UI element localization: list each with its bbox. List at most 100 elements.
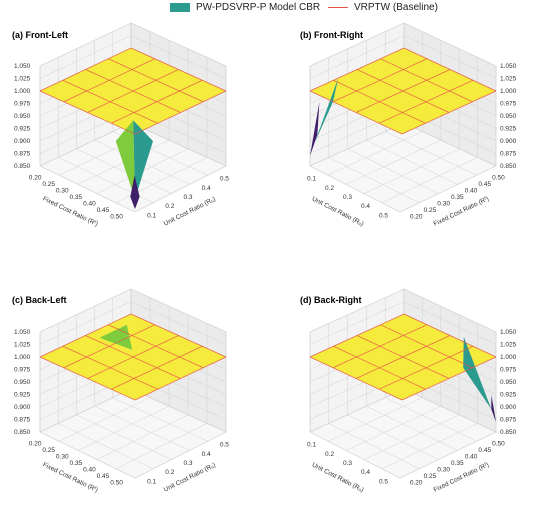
floor-gridline [39, 165, 136, 213]
y-tick-label: 0.25 [424, 207, 437, 214]
floor-gridline [403, 122, 497, 167]
floor-gridline [328, 423, 420, 470]
floor-gridline [112, 397, 208, 442]
baseline-line [333, 79, 426, 124]
baseline-line [309, 356, 403, 401]
x-tick-label: 0.2 [165, 203, 174, 210]
baseline-line [111, 79, 203, 124]
floor-gridline [309, 122, 405, 167]
z-tick-label: 1.025 [14, 76, 31, 83]
z-tick-label: 0.925 [14, 392, 31, 399]
panel-title: (c) Back-Left [12, 295, 67, 305]
panel-4: (d) Back-Right 0.850 0.875 0.900 0.925 0.950 0… [300, 288, 517, 494]
y-tick-label: 0.50 [492, 440, 505, 447]
baseline-line [87, 335, 179, 379]
y-tick-label: 0.50 [492, 174, 505, 181]
z-tick-label: 0.900 [14, 404, 31, 411]
x-tick-label: 0.3 [343, 194, 352, 201]
baseline-line [355, 335, 451, 379]
z-tick-label: 0.950 [500, 113, 517, 120]
z-tick-label: 1.025 [14, 342, 31, 349]
panel-3: (c) Back-Left 0.850 0.875 0.900 0.925 0.950 0.… [12, 288, 229, 494]
floor-gridline [309, 431, 401, 479]
z-tick-label: 0.975 [14, 367, 31, 374]
x-tick-label: 0.5 [379, 212, 388, 219]
y-tick-label: 0.35 [70, 194, 83, 201]
floor-gridline [134, 431, 227, 479]
floor-gridline [77, 405, 170, 451]
model-surface-dip [130, 175, 140, 209]
z-tick-label: 1.050 [500, 63, 517, 70]
x-tick-label: 0.3 [343, 460, 352, 467]
z-tick-label: 0.925 [500, 126, 517, 133]
baseline-line [39, 90, 136, 135]
y-tick-label: 0.25 [42, 447, 55, 454]
x-tick-label: 0.5 [220, 442, 229, 449]
x-tick-label: 0.4 [361, 469, 370, 476]
floor-gridline [327, 397, 423, 442]
baseline-line [378, 345, 474, 390]
panel-title: (a) Front-Left [12, 30, 68, 40]
x-tick-label: 0.2 [325, 451, 334, 458]
x-tick-label: 0.5 [220, 176, 229, 183]
floor-gridline [76, 414, 172, 460]
floor-gridline [130, 122, 227, 167]
y-tick-label: 0.30 [437, 467, 450, 474]
baseline-line [62, 345, 158, 390]
y-tick-label: 0.45 [97, 473, 110, 480]
legend-baseline-label: VRPTW (Baseline) [354, 2, 438, 13]
legend-model-label: PW-PDSVRP-P Model CBR [196, 2, 321, 13]
floor-gridline [363, 148, 460, 194]
floor-gridline [134, 165, 227, 213]
z-tick-label: 0.950 [500, 379, 517, 386]
z-tick-label: 0.875 [500, 151, 517, 158]
z-tick-label: 0.850 [500, 429, 517, 436]
baseline-line [134, 90, 227, 135]
floor-gridline [345, 405, 441, 451]
floor-gridline [366, 405, 458, 451]
legend-item-baseline: VRPTW (Baseline) [328, 2, 438, 13]
x-tick-label: 0.4 [202, 185, 211, 192]
legend: PW-PDSVRP-P Model CBR VRPTW (Baseline) [0, 0, 550, 16]
baseline-line [333, 345, 426, 390]
floor-gridline [399, 165, 497, 213]
z-tick-label: 1.000 [14, 354, 31, 361]
y-tick-label: 0.45 [478, 181, 491, 188]
y-tick-label: 0.50 [110, 480, 123, 487]
z-tick-label: 1.025 [500, 76, 517, 83]
z-tick-label: 1.050 [14, 329, 31, 336]
x-tick-label: 0.1 [147, 212, 156, 219]
x-axis-label: Unit Cost Ratio (Rᵤ) [311, 462, 365, 494]
y-tick-label: 0.40 [465, 453, 478, 460]
model-surface-dip [310, 101, 320, 156]
floor-gridline [381, 423, 478, 470]
floor-gridline [328, 157, 420, 204]
baseline-line [39, 356, 136, 401]
baseline-line [355, 69, 451, 113]
legend-item-model: PW-PDSVRP-P Model CBR [170, 2, 320, 13]
z-tick-label: 1.000 [500, 354, 517, 361]
floor-gridline [385, 397, 477, 442]
floor-gridline [381, 157, 478, 204]
x-axis-label: Unit Cost Ratio (Rᵤ) [311, 196, 365, 228]
model-surface-dip [314, 78, 339, 144]
floor-gridline [309, 388, 405, 433]
z-tick-label: 0.875 [14, 151, 31, 158]
floor-gridline [385, 131, 477, 176]
y-tick-label: 0.30 [56, 187, 69, 194]
floor-gridline [130, 388, 227, 433]
x-tick-label: 0.1 [147, 478, 156, 485]
x-tick-label: 0.4 [361, 203, 370, 210]
baseline-line [378, 79, 474, 124]
y-tick-label: 0.45 [478, 447, 491, 454]
x-tick-label: 0.2 [165, 469, 174, 476]
panel-1: (a) Front-Left 0.850 0.875 0.900 0.925 0.950 0… [12, 22, 229, 228]
floor-gridline [347, 414, 439, 460]
floor-gridline [39, 431, 136, 479]
baseline-line [309, 90, 403, 135]
x-tick-label: 0.4 [202, 451, 211, 458]
x-tick-label: 0.1 [307, 176, 316, 183]
y-tick-label: 0.40 [83, 201, 96, 208]
panel-title: (d) Back-Right [300, 295, 362, 305]
